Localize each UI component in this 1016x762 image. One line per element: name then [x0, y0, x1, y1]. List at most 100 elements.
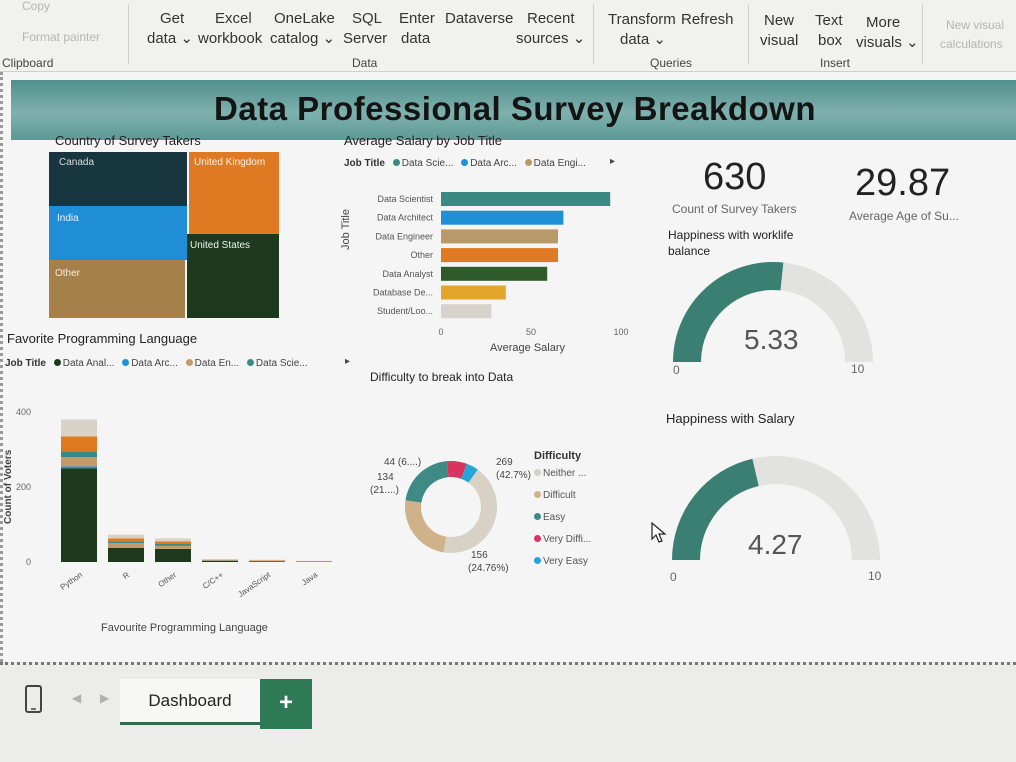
recent-sources-label-2[interactable]: sources ⌄ — [516, 30, 586, 47]
legend-swatch-icon — [534, 557, 541, 564]
difficulty-donut-chart[interactable] — [401, 457, 501, 557]
language-bar-segment[interactable] — [61, 419, 97, 437]
dataverse-button[interactable]: Dataverse — [445, 10, 514, 27]
salary-legend-item[interactable]: Data Engi... — [533, 158, 586, 169]
language-bar-segment[interactable] — [155, 544, 191, 546]
excel-label-1[interactable]: Excel — [215, 10, 252, 27]
difficulty-slice[interactable] — [405, 500, 447, 553]
excel-label-2[interactable]: workbook — [198, 30, 263, 47]
language-bar-segment[interactable] — [108, 547, 144, 562]
language-legend-title: Job Title — [5, 358, 46, 369]
difficulty-slice[interactable] — [461, 463, 478, 483]
prev-page-icon[interactable]: ◀ — [72, 691, 82, 705]
enter-data-label-1[interactable]: Enter — [399, 10, 435, 27]
donut-label-neither-pct: (42.7%) — [496, 470, 532, 481]
difficulty-slice[interactable] — [405, 461, 449, 503]
donut-label-very-difficult: 44 (6....) — [384, 457, 422, 468]
tile-united-kingdom-label: United Kingdom — [194, 157, 265, 168]
enter-data-label-2[interactable]: data — [401, 30, 431, 47]
language-bar-segment[interactable] — [249, 559, 285, 561]
language-bar-segment[interactable] — [249, 561, 285, 562]
language-bar-segment[interactable] — [202, 559, 238, 560]
language-bar-segment[interactable] — [61, 466, 97, 469]
new-visual-label-2[interactable]: visual — [760, 32, 799, 49]
difficulty-legend-item[interactable]: Neither ... — [534, 468, 591, 490]
salary-bar[interactable] — [441, 229, 558, 244]
salary-bar[interactable] — [441, 304, 492, 319]
legend-next-arrow-icon[interactable]: ▸ — [345, 356, 351, 367]
language-bar-segment[interactable] — [108, 534, 144, 539]
group-queries: Queries — [650, 56, 693, 70]
group-insert: Insert — [820, 56, 851, 70]
language-bar-segment[interactable] — [108, 538, 144, 542]
language-y-tick: 0 — [26, 557, 31, 567]
new-visual-label-1[interactable]: New — [764, 12, 795, 29]
salary-legend-item[interactable]: Data Arc... — [470, 158, 517, 169]
transform-label-2[interactable]: data ⌄ — [620, 31, 666, 48]
legend-swatch-icon — [534, 535, 541, 542]
difficulty-slice[interactable] — [443, 469, 497, 553]
difficulty-slice[interactable] — [446, 461, 467, 479]
sql-label-2[interactable]: Server — [343, 30, 388, 47]
salary-bar[interactable] — [441, 192, 611, 206]
gauge-worklife[interactable] — [663, 257, 883, 377]
salary-bar[interactable] — [441, 248, 558, 263]
language-bar-segment[interactable] — [155, 545, 191, 549]
difficulty-legend-item[interactable]: Very Easy — [534, 556, 591, 578]
language-stacked-bar-chart[interactable]: 0 200 400 Python R Other C/C++ JavaScript Java — [11, 402, 341, 602]
group-data: Data — [352, 56, 378, 70]
language-bar-segment[interactable] — [61, 436, 97, 452]
mobile-layout-icon[interactable] — [24, 685, 44, 715]
add-page-button[interactable]: + — [260, 679, 312, 729]
tab-dashboard[interactable]: Dashboard — [120, 679, 260, 725]
legend-next-arrow-icon[interactable]: ▸ — [610, 156, 616, 167]
new-visual-calc-label-1[interactable]: New visual — [946, 18, 1005, 32]
language-bar-segment[interactable] — [61, 457, 97, 467]
tile-united-states-label: United States — [190, 240, 250, 251]
more-visuals-label-2[interactable]: visuals ⌄ — [856, 34, 919, 51]
language-bar-segment[interactable] — [61, 468, 97, 562]
copy-button[interactable]: Copy — [22, 0, 51, 13]
language-bar-segment[interactable] — [155, 548, 191, 562]
language-legend-item[interactable]: Data Scie... — [255, 358, 308, 369]
salary-bar[interactable] — [441, 266, 548, 281]
new-visual-calc-label-2[interactable]: calculations — [940, 37, 1003, 51]
onelake-label-1[interactable]: OneLake — [274, 10, 335, 27]
language-bar-segment[interactable] — [155, 541, 191, 544]
language-legend-item[interactable]: Data En... — [194, 358, 240, 369]
salary-bar[interactable] — [441, 285, 506, 300]
refresh-button[interactable]: Refresh — [681, 11, 734, 28]
difficulty-legend-item[interactable]: Easy — [534, 512, 591, 534]
language-bar-segment[interactable] — [155, 538, 191, 542]
language-bar-segment[interactable] — [61, 451, 97, 457]
salary-legend-item[interactable]: Data Scie... — [401, 158, 454, 169]
legend-swatch-icon — [53, 359, 61, 366]
legend-swatch-icon — [534, 469, 541, 476]
text-box-label-2[interactable]: box — [818, 32, 843, 49]
sql-label-1[interactable]: SQL — [352, 10, 383, 27]
language-bar-segment[interactable] — [108, 543, 144, 548]
language-bar-segment[interactable] — [108, 541, 144, 544]
difficulty-legend-item[interactable]: Difficult — [534, 490, 591, 512]
country-treemap[interactable]: Canada India Other United Kingdom United… — [47, 150, 283, 320]
salary-bar[interactable] — [441, 210, 564, 225]
text-box-label-1[interactable]: Text — [815, 12, 843, 29]
language-category-label: Java — [300, 570, 319, 587]
format-painter-button[interactable]: Format painter — [22, 30, 101, 44]
get-data-label-1[interactable]: Get — [160, 10, 185, 27]
language-category-label: R — [121, 570, 131, 581]
gauge-salary[interactable] — [661, 450, 891, 575]
language-legend-item[interactable]: Data Arc... — [131, 358, 178, 369]
difficulty-legend-item[interactable]: Very Diffi... — [534, 534, 591, 556]
transform-label-1[interactable]: Transform — [608, 11, 676, 28]
language-legend-item[interactable]: Data Anal... — [62, 358, 115, 369]
next-page-icon[interactable]: ▶ — [100, 691, 110, 705]
title-banner: Data Professional Survey Breakdown — [11, 80, 1016, 140]
language-bar-segment[interactable] — [202, 560, 238, 562]
get-data-label-2[interactable]: data ⌄ — [147, 30, 193, 47]
recent-sources-label-1[interactable]: Recent — [527, 10, 575, 27]
salary-bar-chart[interactable]: Data Scientist Data Architect Data Enginee… — [363, 182, 653, 342]
onelake-label-2[interactable]: catalog ⌄ — [270, 30, 336, 47]
salary-legend: Job Title Data Scie... Data Arc... Data … — [344, 158, 586, 169]
more-visuals-label-1[interactable]: More — [866, 14, 901, 31]
